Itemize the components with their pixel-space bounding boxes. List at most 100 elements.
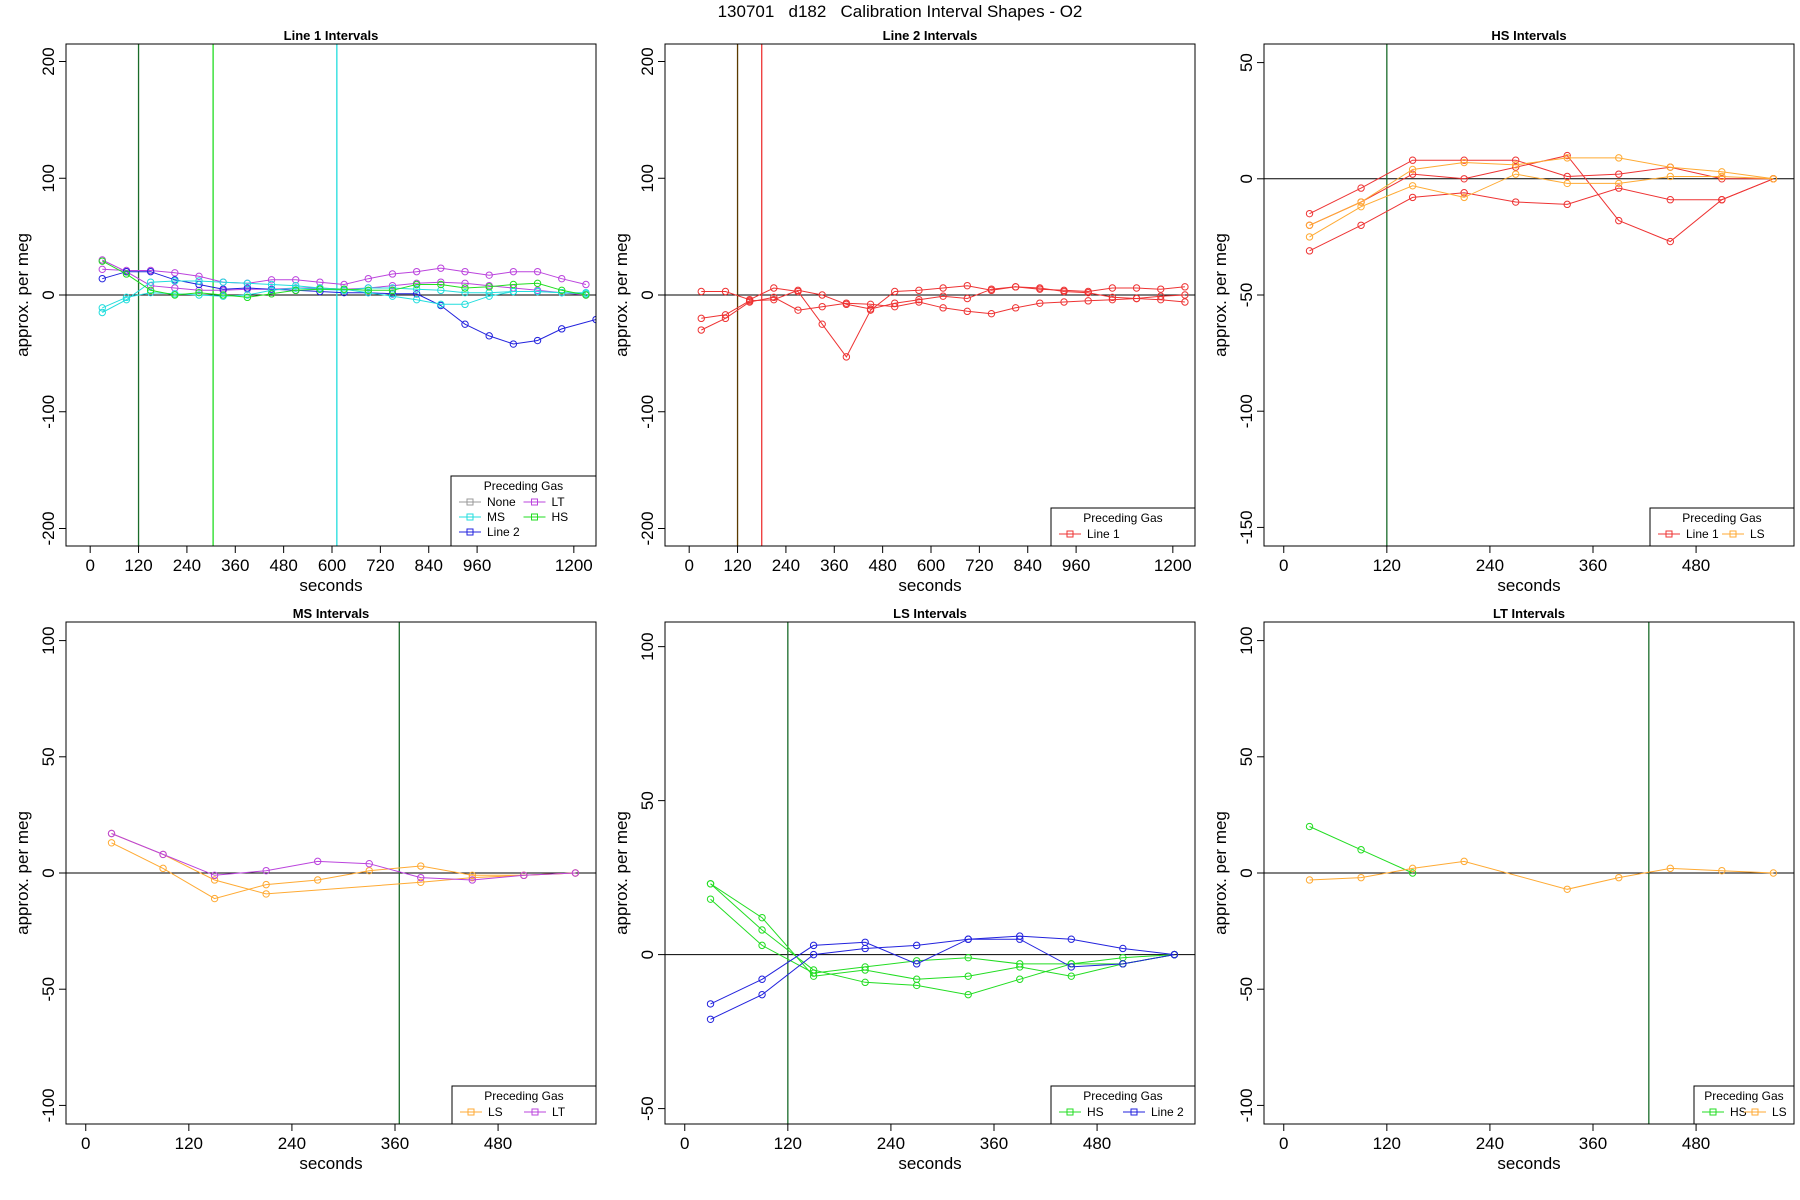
data-point xyxy=(243,284,252,292)
legend-entry: Line 1 xyxy=(1686,527,1719,541)
y-tick-label: 100 xyxy=(39,164,58,192)
data-point xyxy=(461,267,469,276)
x-tick-label: 120 xyxy=(1373,1134,1401,1153)
data-point xyxy=(939,304,947,312)
data-point xyxy=(745,298,754,306)
data-point xyxy=(915,286,923,295)
data-point xyxy=(292,286,300,295)
data-point xyxy=(1011,304,1020,312)
data-point xyxy=(1181,291,1189,299)
data-point xyxy=(509,340,518,348)
data-point xyxy=(122,270,131,278)
y-tick-label: -100 xyxy=(39,1088,58,1122)
data-point xyxy=(171,284,179,292)
data-point xyxy=(412,290,421,298)
y-tick-label: -200 xyxy=(638,511,657,545)
x-tick-label: 480 xyxy=(1682,1134,1710,1153)
data-point xyxy=(558,274,566,283)
x-tick-label: 120 xyxy=(1373,556,1401,575)
data-point xyxy=(809,941,818,950)
data-point xyxy=(1615,170,1623,178)
data-point xyxy=(388,284,397,292)
panel-1: Line 1 Intervals 0 120 240 360 480 600 720 840 96… xyxy=(13,28,597,595)
data-point xyxy=(1170,950,1179,959)
legend: Preceding Gas HS LS xyxy=(1693,1085,1795,1125)
legend-title: Preceding Gas xyxy=(484,479,563,493)
data-point xyxy=(939,284,947,292)
legend-title: Preceding Gas xyxy=(1704,1089,1783,1103)
data-point xyxy=(364,274,372,283)
data-point xyxy=(1408,170,1417,178)
x-tick-label: 240 xyxy=(278,1134,306,1153)
data-point xyxy=(533,336,542,345)
data-point xyxy=(1563,172,1571,181)
x-tick-label: 600 xyxy=(318,556,346,575)
data-point xyxy=(146,286,155,295)
y-tick-label: 50 xyxy=(638,791,657,810)
legend-box xyxy=(1050,1085,1196,1125)
data-point xyxy=(412,280,421,289)
data-point xyxy=(809,950,818,959)
data-point xyxy=(1615,179,1623,188)
data-point xyxy=(243,293,252,302)
data-point xyxy=(159,864,167,873)
x-tick-label: 0 xyxy=(1279,556,1288,575)
x-tick-label: 480 xyxy=(1083,1134,1111,1153)
data-point xyxy=(1084,297,1092,305)
legend-box xyxy=(1693,1085,1795,1125)
data-point xyxy=(365,866,373,875)
legend-entry: LS xyxy=(488,1105,503,1119)
y-tick-label: 0 xyxy=(638,950,657,959)
panel-title: Line 1 Intervals xyxy=(284,28,379,43)
data-point xyxy=(964,953,972,962)
y-tick-label: 200 xyxy=(39,47,58,75)
data-point xyxy=(1666,172,1675,181)
panel-4: MS Intervals 0 120 240 360 480 -100 -50 0 50 100 se… xyxy=(13,606,597,1173)
x-tick-label: 240 xyxy=(1476,556,1504,575)
data-point xyxy=(1563,179,1571,188)
panel-title: LS Intervals xyxy=(893,606,967,621)
data-point xyxy=(1511,163,1520,171)
legend-swatch-marker xyxy=(1751,1108,1759,1116)
data-point xyxy=(316,285,324,293)
data-point xyxy=(1132,284,1141,292)
figure-title: 130701 d182 Calibration Interval Shapes … xyxy=(717,2,1083,21)
x-tick-label: 360 xyxy=(381,1134,409,1153)
x-tick-label: 0 xyxy=(85,556,94,575)
series-line xyxy=(710,883,1175,996)
data-point xyxy=(146,288,155,297)
data-point xyxy=(171,277,179,285)
panel-title: Line 2 Intervals xyxy=(883,28,978,43)
series-line xyxy=(111,842,576,900)
data-point xyxy=(1157,285,1165,293)
data-point xyxy=(533,287,542,296)
panel-3: HS Intervals 0 120 240 360 480 -150 -100 -50 0 50 s… xyxy=(1211,28,1795,595)
x-tick-label: 360 xyxy=(1579,556,1607,575)
data-point xyxy=(364,288,372,297)
x-tick-label: 480 xyxy=(484,1134,512,1153)
data-point xyxy=(1666,237,1675,246)
x-tick-label: 240 xyxy=(772,556,800,575)
data-point xyxy=(1511,161,1520,169)
y-axis-label: approx. per meg xyxy=(13,811,32,935)
series-line xyxy=(710,898,1175,974)
data-point xyxy=(1615,184,1623,192)
data-point xyxy=(1563,154,1571,162)
series-line xyxy=(111,833,576,895)
y-tick-label: 50 xyxy=(39,747,58,766)
data-point xyxy=(558,286,566,295)
data-point xyxy=(964,972,972,980)
data-point xyxy=(417,862,425,870)
data-point xyxy=(122,267,131,276)
legend-entry: HS xyxy=(1087,1105,1104,1119)
y-tick-label: 0 xyxy=(1237,174,1256,183)
data-point xyxy=(1119,960,1127,968)
data-point xyxy=(770,295,778,304)
data-point xyxy=(1460,189,1468,197)
data-point xyxy=(1067,963,1076,971)
data-point xyxy=(468,873,477,882)
data-point xyxy=(1408,156,1417,164)
data-point xyxy=(794,306,802,314)
data-point xyxy=(706,880,715,888)
